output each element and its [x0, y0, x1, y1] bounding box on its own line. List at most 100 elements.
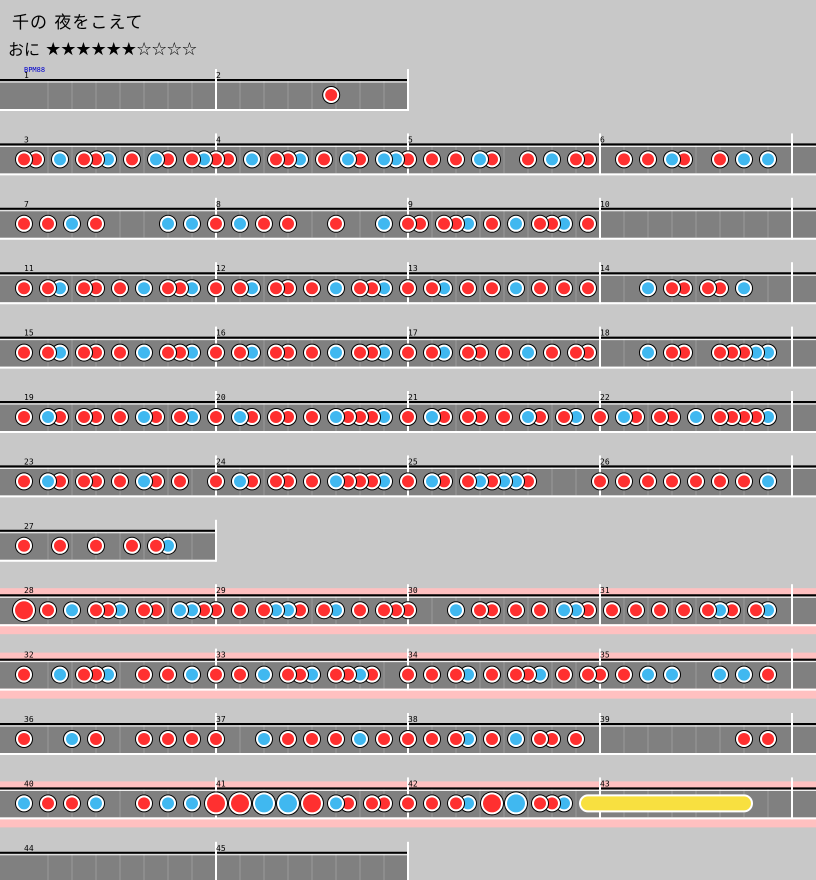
note-face — [738, 475, 750, 488]
note-face — [138, 797, 150, 810]
note-face — [426, 153, 438, 166]
note-face — [510, 282, 522, 295]
note-face — [246, 411, 258, 423]
lane — [0, 853, 408, 880]
note-face — [330, 346, 342, 359]
note-face — [402, 668, 414, 681]
bar-number: 9 — [408, 200, 413, 209]
note-face — [18, 153, 30, 166]
note-face — [282, 217, 294, 230]
note-face — [510, 668, 522, 681]
note-face — [522, 668, 534, 681]
bar-number: 41 — [216, 779, 226, 788]
note-face — [210, 217, 222, 230]
note-face — [402, 217, 414, 230]
note-face — [654, 411, 666, 423]
note-face — [366, 797, 378, 810]
note-face — [306, 475, 318, 488]
note-face — [342, 475, 354, 488]
note-face — [270, 411, 282, 423]
note-face — [354, 346, 366, 359]
note-face — [534, 282, 546, 295]
note-face — [390, 604, 402, 617]
note-face — [15, 601, 33, 620]
note-face — [522, 153, 534, 166]
bar-number: 45 — [216, 844, 226, 853]
note-face — [642, 282, 654, 295]
note-face — [126, 539, 138, 552]
bar-number: 34 — [408, 651, 418, 660]
note-face — [450, 153, 462, 166]
note-face — [78, 153, 90, 166]
note-face — [330, 797, 342, 810]
note-face — [450, 797, 462, 810]
note-face — [186, 668, 198, 681]
note-face — [354, 733, 366, 745]
note-face — [330, 411, 342, 423]
note-face — [138, 733, 150, 745]
note-face — [42, 475, 54, 488]
note-face — [66, 733, 78, 745]
note-face — [558, 282, 570, 295]
note-face — [426, 668, 438, 681]
note-face — [378, 604, 390, 617]
note-face — [210, 411, 222, 423]
note-face — [522, 346, 534, 359]
note-face — [534, 217, 546, 230]
note-face — [90, 797, 102, 810]
bar-number: 15 — [24, 329, 34, 338]
note-face — [114, 282, 126, 295]
note-face — [498, 475, 510, 488]
note-face — [282, 411, 294, 423]
note-face — [534, 733, 546, 745]
note-face — [546, 733, 558, 745]
note-face — [186, 604, 198, 617]
bar-number: 33 — [216, 651, 226, 660]
note-face — [282, 282, 294, 295]
note-face — [666, 282, 678, 295]
note-face — [114, 346, 126, 359]
course-label: おに — [8, 40, 41, 59]
note-face — [54, 346, 66, 359]
note-face — [474, 411, 486, 423]
note-face — [426, 282, 438, 295]
note-face — [642, 668, 654, 681]
note-face — [54, 668, 66, 681]
note-face — [642, 346, 654, 359]
note-face — [126, 153, 138, 166]
note-face — [18, 733, 30, 745]
note-face — [186, 346, 198, 359]
note-face — [702, 604, 714, 617]
note-face — [606, 604, 618, 617]
note-face — [18, 797, 30, 810]
note-face — [762, 411, 774, 423]
note-face — [306, 282, 318, 295]
note-face — [270, 282, 282, 295]
note-face — [114, 604, 126, 617]
note-face — [498, 346, 510, 359]
note-face — [258, 604, 270, 617]
note-face — [726, 411, 738, 423]
note-face — [618, 668, 630, 681]
note-face — [66, 217, 78, 230]
note-face — [366, 668, 378, 681]
bar-number: 2 — [216, 71, 221, 80]
note-face — [150, 539, 162, 552]
note-face — [402, 153, 414, 166]
note-face — [486, 153, 498, 166]
note-face — [666, 411, 678, 423]
note-face — [42, 217, 54, 230]
note-face — [378, 346, 390, 359]
note-face — [462, 217, 474, 230]
note-face — [162, 346, 174, 359]
note-face — [558, 604, 570, 617]
note-face — [438, 217, 450, 230]
note-face — [78, 411, 90, 423]
bar-number: 1 — [24, 71, 29, 80]
note-face — [402, 346, 414, 359]
note-face — [231, 794, 249, 813]
note-face — [486, 668, 498, 681]
note-face — [534, 604, 546, 617]
bar-number: 3 — [24, 135, 29, 144]
note-face — [270, 346, 282, 359]
